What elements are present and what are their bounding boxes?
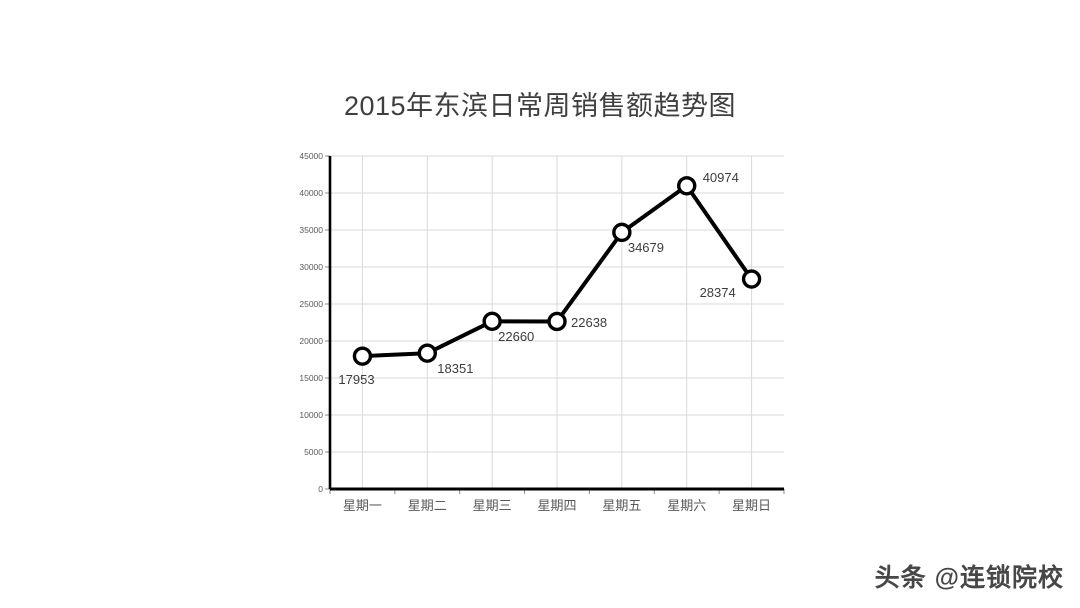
line-chart: 0 5000 10000 15000 20000 25000 30000 35000 40000… (286, 148, 796, 533)
data-point-marker[interactable] (612, 222, 632, 243)
data-point-label: 34679 (627, 240, 664, 256)
y-axis-tick-label: 25000 (299, 299, 323, 309)
data-point-marker[interactable] (547, 311, 567, 332)
data-point-marker[interactable] (677, 176, 697, 196)
y-axis-tick-label: 15000 (299, 373, 323, 383)
chart-title: 2015年东滨日常周销售额趋势图 (343, 91, 737, 121)
data-point-marker[interactable] (417, 343, 437, 363)
data-point-label: 17953 (338, 372, 375, 388)
series-markers (352, 176, 762, 366)
y-axis-tick-label: 40000 (299, 188, 323, 198)
watermark: 头条 @连锁院校 (875, 558, 1064, 594)
watermark-brand: 头条 (874, 564, 927, 592)
data-point-label: 22638 (571, 315, 608, 331)
watermark-account: 连锁院校 (959, 564, 1064, 592)
y-axis-tick-label: 45000 (299, 151, 323, 161)
y-axis-tick-label: 10000 (299, 410, 323, 420)
data-point-label: 18351 (437, 361, 474, 377)
x-axis-category-label: 星期六 (667, 498, 707, 513)
data-point-marker[interactable] (741, 269, 762, 289)
chart-plot-area (325, 155, 785, 494)
y-axis-tick-label: 35000 (299, 225, 323, 235)
x-axis-category-label: 星期五 (602, 498, 642, 513)
y-axis-tick-label: 30000 (299, 262, 323, 272)
x-axis-category-label: 星期四 (537, 498, 577, 513)
x-axis-category-label: 星期二 (407, 498, 447, 513)
watermark-at-symbol: @ (934, 564, 960, 592)
data-point-label: 40974 (702, 169, 739, 185)
x-axis-category-label: 星期日 (732, 498, 772, 513)
x-axis-category-label: 星期三 (472, 498, 512, 513)
x-axis-category-label: 星期一 (342, 498, 382, 513)
y-axis-tick-label: 5000 (304, 447, 323, 457)
y-axis-tick-label: 0 (318, 484, 323, 494)
y-axis-tick-label: 20000 (299, 336, 323, 346)
data-point-marker[interactable] (482, 311, 502, 332)
data-point-marker[interactable] (352, 346, 373, 366)
data-point-label: 22660 (498, 329, 535, 345)
data-point-label: 28374 (699, 285, 736, 301)
